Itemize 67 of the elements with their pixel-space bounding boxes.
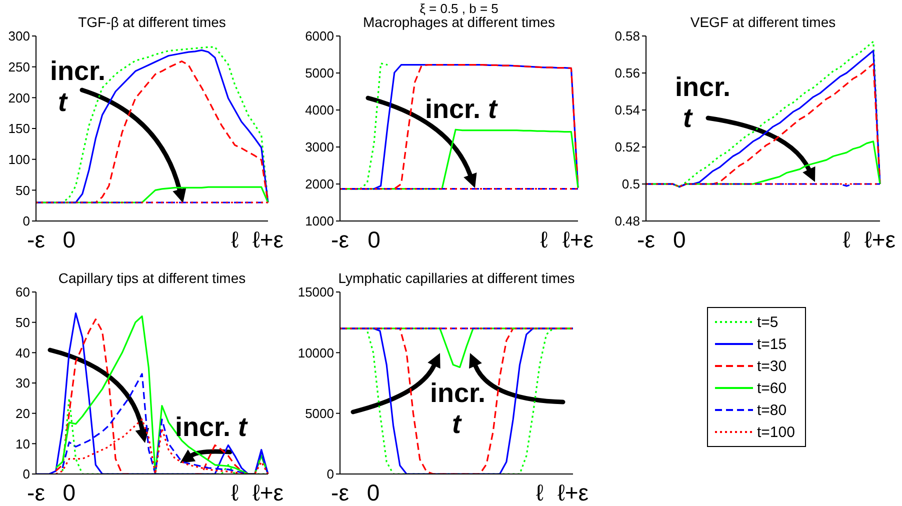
chart-subtitle: ξ = 0.5 , b = 5 [418, 1, 500, 16]
annotation: incr. t [675, 72, 731, 133]
legend-label: t=100 [757, 424, 795, 440]
y-tick-label: 30 [16, 376, 30, 391]
x-tick-label: -ε [27, 479, 45, 506]
y-tick-label: 50 [16, 314, 30, 330]
legend-label: t=5 [757, 314, 778, 330]
legend-label: t=60 [757, 380, 787, 396]
x-tick-label: ℓ+ε [864, 226, 896, 252]
y-tick-label: 0 [22, 214, 30, 229]
y-tick-label: 10000 [298, 345, 334, 360]
chart-title: Capillary tips at different times [57, 270, 247, 286]
annotation: incr. t [430, 378, 486, 439]
y-tick-label: 0.5 [622, 176, 640, 192]
y-tick-label: 0.52 [614, 140, 640, 155]
y-tick-label: 0.54 [614, 102, 640, 118]
y-tick-label: 15000 [298, 284, 334, 300]
y-tick-label: 150 [8, 121, 30, 136]
legend-label: t=80 [757, 402, 787, 418]
x-tick-label: ℓ+ε [252, 226, 284, 252]
x-tick-label: ℓ+ε [252, 479, 284, 506]
x-tick-label: 0 [673, 226, 686, 252]
chart-title: TGF-β at different times [77, 14, 227, 30]
y-tick-label: 6000 [305, 28, 334, 44]
x-tick-label: 0 [62, 479, 76, 506]
chart-title: VEGF at different times [689, 14, 837, 30]
annotation: incr. t [50, 56, 106, 117]
x-tick-label: 0 [62, 226, 76, 252]
x-tick-label: -ε [331, 226, 349, 252]
x-tick-label: ℓ [540, 226, 548, 252]
y-tick-label: 4000 [305, 102, 334, 118]
y-tick-label: 200 [8, 90, 30, 106]
x-tick-label: 0 [368, 226, 380, 252]
y-tick-label: 0.48 [614, 214, 640, 229]
annotation: incr. t [425, 94, 498, 124]
x-tick-label: -ε [27, 226, 45, 252]
chart-title: Lymphatic capillaries at different times [337, 270, 576, 286]
y-tick-label: 5000 [305, 66, 334, 81]
x-tick-label: ℓ+ε [557, 479, 589, 506]
y-tick-label: 5000 [305, 406, 334, 421]
y-tick-label: 10 [16, 436, 30, 452]
y-tick-label: 20 [16, 406, 30, 421]
y-tick-label: 0.58 [614, 28, 640, 44]
y-tick-label: 100 [8, 152, 30, 167]
x-tick-label: ℓ+ε [562, 226, 594, 252]
y-tick-label: 0 [326, 466, 334, 482]
x-tick-label: -ε [331, 479, 349, 506]
legend-label: t=15 [757, 336, 787, 352]
y-tick-label: 2000 [305, 176, 334, 192]
y-tick-label: 250 [8, 59, 30, 74]
x-tick-label: ℓ [536, 479, 544, 506]
annotation: incr. t [175, 412, 248, 442]
x-tick-label: ℓ [231, 226, 240, 252]
x-tick-label: ℓ [231, 479, 240, 506]
y-tick-label: 300 [8, 28, 30, 44]
y-tick-label: 1000 [305, 214, 334, 229]
y-tick-label: 0.56 [614, 66, 640, 81]
chart-title: Macrophages at different times [362, 14, 556, 30]
y-tick-label: 0 [22, 466, 30, 482]
y-tick-label: 40 [16, 345, 30, 360]
y-tick-label: 50 [16, 182, 30, 198]
x-tick-label: 0 [366, 479, 380, 506]
x-tick-label: ℓ [842, 226, 851, 252]
y-tick-label: 60 [16, 284, 30, 300]
x-tick-label: -ε [637, 226, 655, 252]
y-tick-label: 3000 [305, 140, 334, 155]
legend-label: t=30 [757, 358, 787, 374]
